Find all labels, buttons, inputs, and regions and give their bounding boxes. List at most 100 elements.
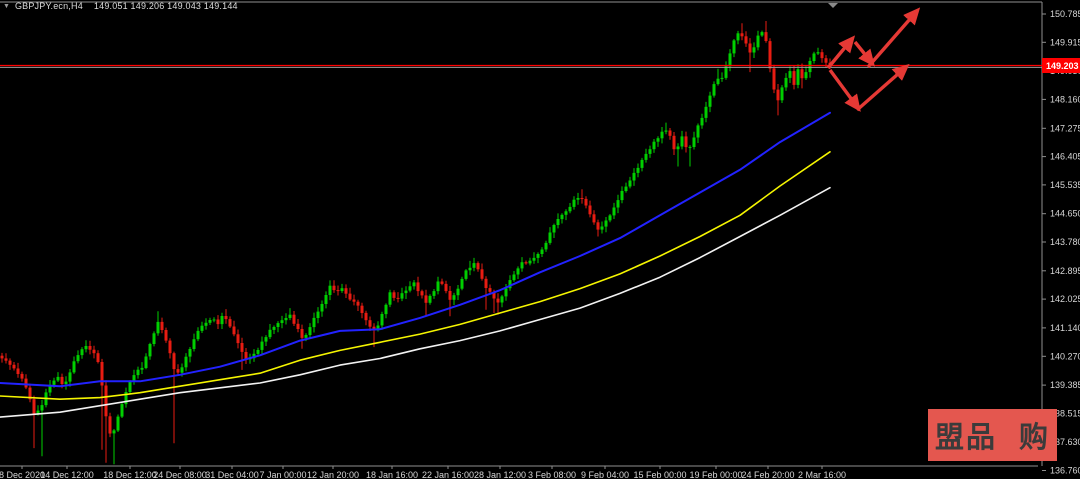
price-tick-label: 142.025	[1050, 294, 1080, 304]
candle	[148, 342, 152, 360]
candle	[224, 309, 228, 324]
candle	[328, 280, 332, 301]
candle	[680, 130, 684, 150]
candle	[692, 131, 696, 150]
candle	[760, 30, 764, 37]
candle	[660, 127, 664, 144]
price-tick-label: 140.270	[1050, 351, 1080, 361]
candle	[668, 128, 672, 140]
candle	[236, 329, 240, 349]
time-tick-label: 31 Dec 04:00	[205, 470, 259, 479]
candle	[816, 47, 820, 55]
candle	[72, 356, 76, 374]
candle	[240, 337, 244, 370]
candle	[592, 210, 596, 225]
candle	[96, 350, 100, 364]
ma-fast-blue-line	[0, 111, 831, 388]
candle	[160, 317, 164, 334]
time-tick-label: 18 Jan 16:00	[366, 470, 418, 479]
candle	[740, 23, 744, 41]
candle	[136, 366, 140, 379]
candle	[796, 64, 800, 89]
candle	[820, 49, 824, 63]
time-tick-label: 24 Dec 08:00	[153, 470, 207, 479]
candle	[516, 266, 520, 279]
time-tick-label: 24 Feb 20:00	[741, 470, 794, 479]
time-tick-label: 8 Dec 2020	[0, 470, 45, 479]
candle	[448, 286, 452, 317]
time-tick-label: 28 Jan 12:00	[474, 470, 526, 479]
price-tick-label: 149.915	[1050, 37, 1080, 47]
candle	[368, 316, 372, 331]
current-price-label: 149.203	[1046, 61, 1079, 71]
candle	[344, 284, 348, 298]
price-axis-labels[interactable]: 150.785149.915149.030148.160147.275146.4…	[1042, 9, 1080, 476]
candle	[252, 349, 256, 362]
time-tick-label: 12 Jan 20:00	[307, 470, 359, 479]
trend-arrow[interactable]	[866, 7, 921, 69]
candle	[312, 312, 316, 333]
trend-arrow[interactable]	[853, 40, 875, 67]
watermark: 盟品 购	[928, 409, 1057, 461]
candle	[276, 321, 280, 333]
candle	[284, 313, 288, 325]
candle	[484, 276, 488, 310]
candle	[336, 285, 340, 296]
candle	[56, 372, 60, 382]
candle	[748, 38, 752, 73]
candle	[568, 203, 572, 214]
candle	[120, 401, 124, 418]
candle	[156, 311, 160, 336]
candle	[744, 31, 748, 47]
price-tick-label: 146.405	[1050, 152, 1080, 162]
candle	[260, 336, 264, 355]
candle	[400, 287, 404, 302]
candle	[540, 247, 544, 257]
candle	[212, 317, 216, 323]
candle	[648, 145, 652, 158]
time-tick-label: 22 Jan 16:00	[422, 470, 474, 479]
candle	[216, 315, 220, 329]
candle	[84, 340, 88, 353]
time-tick-label: 18 Dec 12:00	[103, 470, 157, 479]
trend-arrow[interactable]	[826, 35, 856, 70]
candle	[640, 157, 644, 172]
symbol-period-label: GBPJPY.ecn,H4	[14, 1, 83, 11]
candle	[428, 294, 432, 305]
candle	[724, 61, 728, 80]
candle	[604, 217, 608, 233]
candle	[404, 286, 408, 299]
candle	[508, 275, 512, 291]
candle	[480, 263, 484, 281]
price-tick-label: 147.275	[1050, 123, 1080, 133]
candle	[784, 73, 788, 91]
candle	[556, 213, 560, 229]
candle	[736, 30, 740, 45]
candle	[272, 325, 276, 334]
candle	[496, 293, 500, 315]
candle	[128, 380, 132, 394]
candle	[512, 271, 516, 282]
trend-arrow[interactable]	[855, 63, 910, 112]
trend-arrow[interactable]	[828, 68, 861, 112]
candle	[264, 335, 268, 346]
candle	[48, 380, 52, 397]
candle	[384, 303, 388, 319]
candle	[296, 319, 300, 333]
chart-shift-marker[interactable]	[828, 3, 838, 8]
watermark-text-right: 购	[1019, 420, 1051, 454]
candle	[712, 81, 716, 98]
candle	[244, 348, 248, 364]
candle	[152, 331, 156, 347]
candle	[652, 139, 656, 153]
candle	[204, 318, 208, 330]
candle	[132, 369, 136, 385]
candle	[624, 182, 628, 193]
candle	[792, 65, 796, 90]
price-tick-label: 136.760	[1050, 466, 1080, 476]
candle	[184, 353, 188, 372]
candle	[536, 252, 540, 264]
